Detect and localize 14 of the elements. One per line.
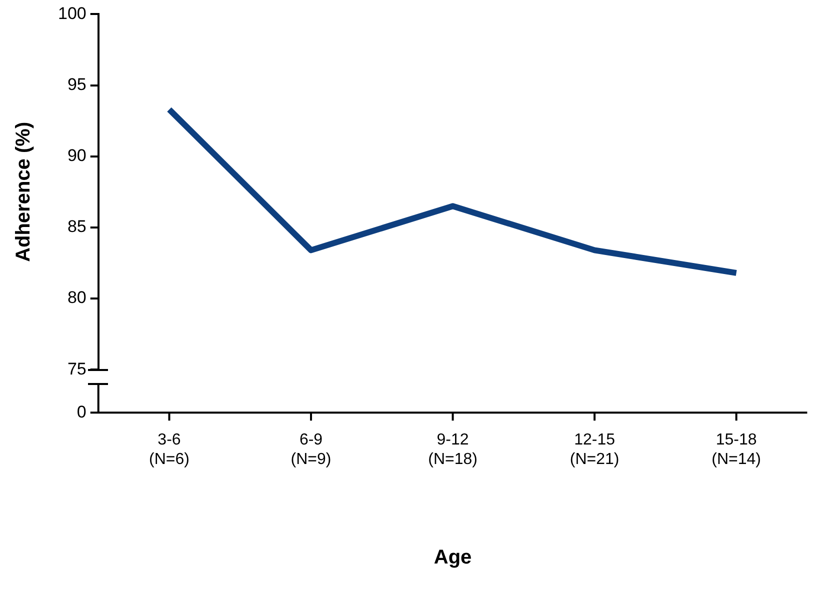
y-tick-label: 75	[67, 359, 86, 378]
y-tick-label: 90	[67, 146, 86, 166]
x-axis-title: Age	[434, 546, 472, 569]
x-tick-label: 6-9 (N=9)	[290, 432, 332, 468]
text: 0	[76, 402, 86, 422]
y-axis-title: Adherence (%)	[12, 122, 35, 262]
x-tick-label: 3-6 (N=6)	[149, 432, 190, 468]
y-tick-label: 95	[67, 74, 86, 94]
y-tick-label: 85	[67, 217, 86, 236]
y-tick-label: 100	[58, 4, 86, 23]
x-tick-label: 15-18 (N=14)	[712, 432, 762, 468]
y-tick-label: 80	[67, 288, 86, 308]
x-tick-label: 12-15 (N=21)	[570, 432, 620, 468]
x-tick-label: 9-12 (N=18)	[428, 432, 478, 468]
